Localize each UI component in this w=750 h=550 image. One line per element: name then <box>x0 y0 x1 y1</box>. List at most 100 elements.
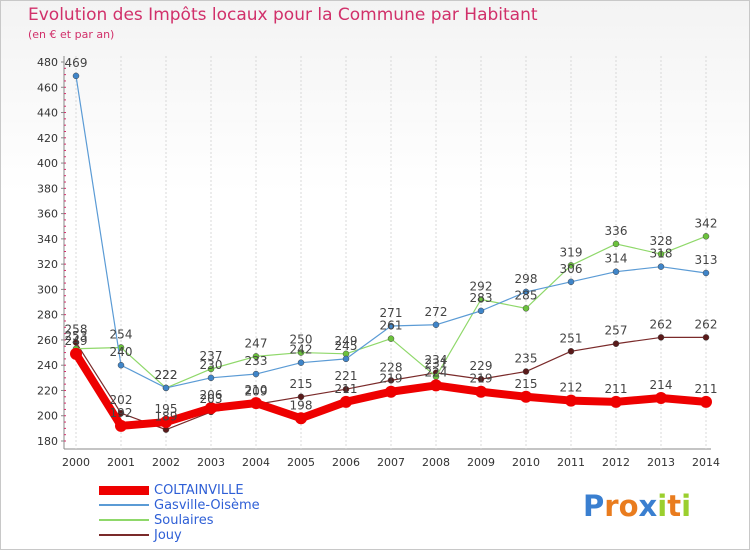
data-point-coltainville <box>340 395 352 408</box>
data-point-coltainville <box>160 416 172 429</box>
x-tick-label: 2002 <box>152 456 180 469</box>
data-label-jouy: 257 <box>605 324 628 338</box>
data-point-gasville-ois-me <box>477 307 485 315</box>
data-label-coltainville: 214 <box>650 378 673 392</box>
data-label-soulaires: 285 <box>515 288 538 302</box>
data-point-gasville-ois-me <box>567 278 575 286</box>
legend-swatch-soulaires <box>99 519 149 521</box>
data-label-gasville-ois-me: 469 <box>65 56 88 70</box>
data-label-gasville-ois-me: 240 <box>110 345 133 359</box>
data-point-jouy <box>522 368 530 375</box>
y-tick-label: 360 <box>37 208 58 221</box>
logo-letter: i <box>657 489 668 523</box>
data-point-jouy <box>567 348 575 355</box>
data-label-soulaires: 254 <box>110 328 133 342</box>
data-label-gasville-ois-me: 314 <box>605 252 628 266</box>
data-label-coltainville: 211 <box>605 382 628 396</box>
data-label-coltainville: 211 <box>335 382 358 396</box>
y-tick-label: 340 <box>37 233 58 246</box>
data-label-extra: 231 <box>425 357 448 371</box>
data-label-gasville-ois-me: 233 <box>245 354 268 368</box>
x-tick-label: 2010 <box>512 456 540 469</box>
data-point-soulaires <box>207 365 215 373</box>
data-label-extra: 203 <box>200 392 223 406</box>
data-label-gasville-ois-me: 222 <box>155 368 178 382</box>
data-label-gasville-ois-me: 271 <box>380 306 403 320</box>
y-tick-label: 380 <box>37 182 58 195</box>
data-point-gasville-ois-me <box>207 374 215 382</box>
data-label-soulaires: 292 <box>470 280 493 294</box>
data-point-gasville-ois-me <box>297 359 305 366</box>
logo-letter: r <box>604 489 619 523</box>
data-point-coltainville <box>655 392 667 405</box>
data-label-gasville-ois-me: 298 <box>515 272 538 286</box>
data-point-coltainville <box>115 419 127 432</box>
data-point-soulaires <box>477 296 485 303</box>
data-label-soulaires: 342 <box>695 216 718 230</box>
data-label-jouy: 235 <box>515 352 538 366</box>
y-tick-label: 300 <box>37 283 58 296</box>
data-label-extra: 202 <box>110 393 133 407</box>
data-label-jouy: 262 <box>650 317 673 331</box>
data-point-jouy <box>297 393 305 401</box>
data-point-gasville-ois-me <box>162 384 170 392</box>
x-tick-label: 2009 <box>467 456 495 469</box>
y-tick-label: 280 <box>37 309 58 322</box>
data-point-coltainville <box>610 395 622 408</box>
data-label-gasville-ois-me: 283 <box>470 291 493 305</box>
data-label-extra: 189 <box>155 410 178 424</box>
data-point-gasville-ois-me <box>657 263 665 270</box>
data-point-coltainville <box>700 395 712 408</box>
x-tick-label: 2013 <box>647 456 675 469</box>
data-point-coltainville <box>430 379 442 392</box>
data-label-jouy: 215 <box>290 377 313 391</box>
x-tick-label: 2000 <box>62 456 90 469</box>
data-label-jouy: 228 <box>380 360 403 374</box>
data-point-jouy <box>72 339 80 346</box>
legend-label-gasville-oiseme: Gasville-Oisème <box>154 498 260 513</box>
x-tick-label: 2012 <box>602 456 630 469</box>
x-tick-label: 2011 <box>557 456 585 469</box>
data-point-jouy <box>117 409 125 417</box>
chart-subtitle: (en € et par an) <box>28 28 115 41</box>
data-point-jouy <box>477 375 485 383</box>
data-point-gasville-ois-me <box>522 288 530 296</box>
legend-label-coltainville: COLTAINVILLE <box>154 483 244 498</box>
y-tick-label: 400 <box>37 157 58 170</box>
data-label-coltainville: 224 <box>425 365 448 379</box>
x-tick-label: 2008 <box>422 456 450 469</box>
x-tick-label: 2003 <box>197 456 225 469</box>
y-tick-label: 260 <box>37 334 58 347</box>
data-point-jouy <box>702 334 710 341</box>
x-tick-label: 2001 <box>107 456 135 469</box>
logo-letter: x <box>638 489 658 523</box>
data-label-soulaires: 261 <box>380 319 403 333</box>
data-label-extra: 222 <box>155 368 178 382</box>
data-label-gasville-ois-me: 318 <box>650 247 673 261</box>
data-label-coltainville: 195 <box>155 402 178 416</box>
data-label-coltainville: 210 <box>245 383 268 397</box>
y-tick-label: 240 <box>37 359 58 372</box>
data-point-soulaires <box>612 240 620 248</box>
data-point-soulaires <box>297 349 305 356</box>
data-point-coltainville <box>205 402 217 415</box>
y-tick-label: 440 <box>37 107 58 120</box>
data-point-coltainville <box>520 390 532 403</box>
data-label-soulaires: 319 <box>560 245 583 259</box>
data-label-soulaires: 250 <box>290 333 313 347</box>
data-label-gasville-ois-me: 245 <box>335 339 358 353</box>
data-point-jouy <box>342 385 350 393</box>
x-tick-label: 2007 <box>377 456 405 469</box>
legend-swatch-jouy <box>99 534 149 536</box>
data-point-gasville-ois-me <box>117 361 125 369</box>
x-tick-label: 2004 <box>242 456 270 469</box>
data-point-soulaires <box>522 305 530 312</box>
legend-swatch-gasville-oiseme <box>99 504 149 506</box>
logo-letter: i <box>681 489 692 523</box>
data-point-jouy <box>612 340 620 347</box>
y-tick-label: 420 <box>37 132 58 145</box>
legend-label-soulaires: Soulaires <box>154 513 214 528</box>
proxiti-logo: Proxiti <box>583 489 691 523</box>
data-label-coltainville: 219 <box>380 372 403 386</box>
